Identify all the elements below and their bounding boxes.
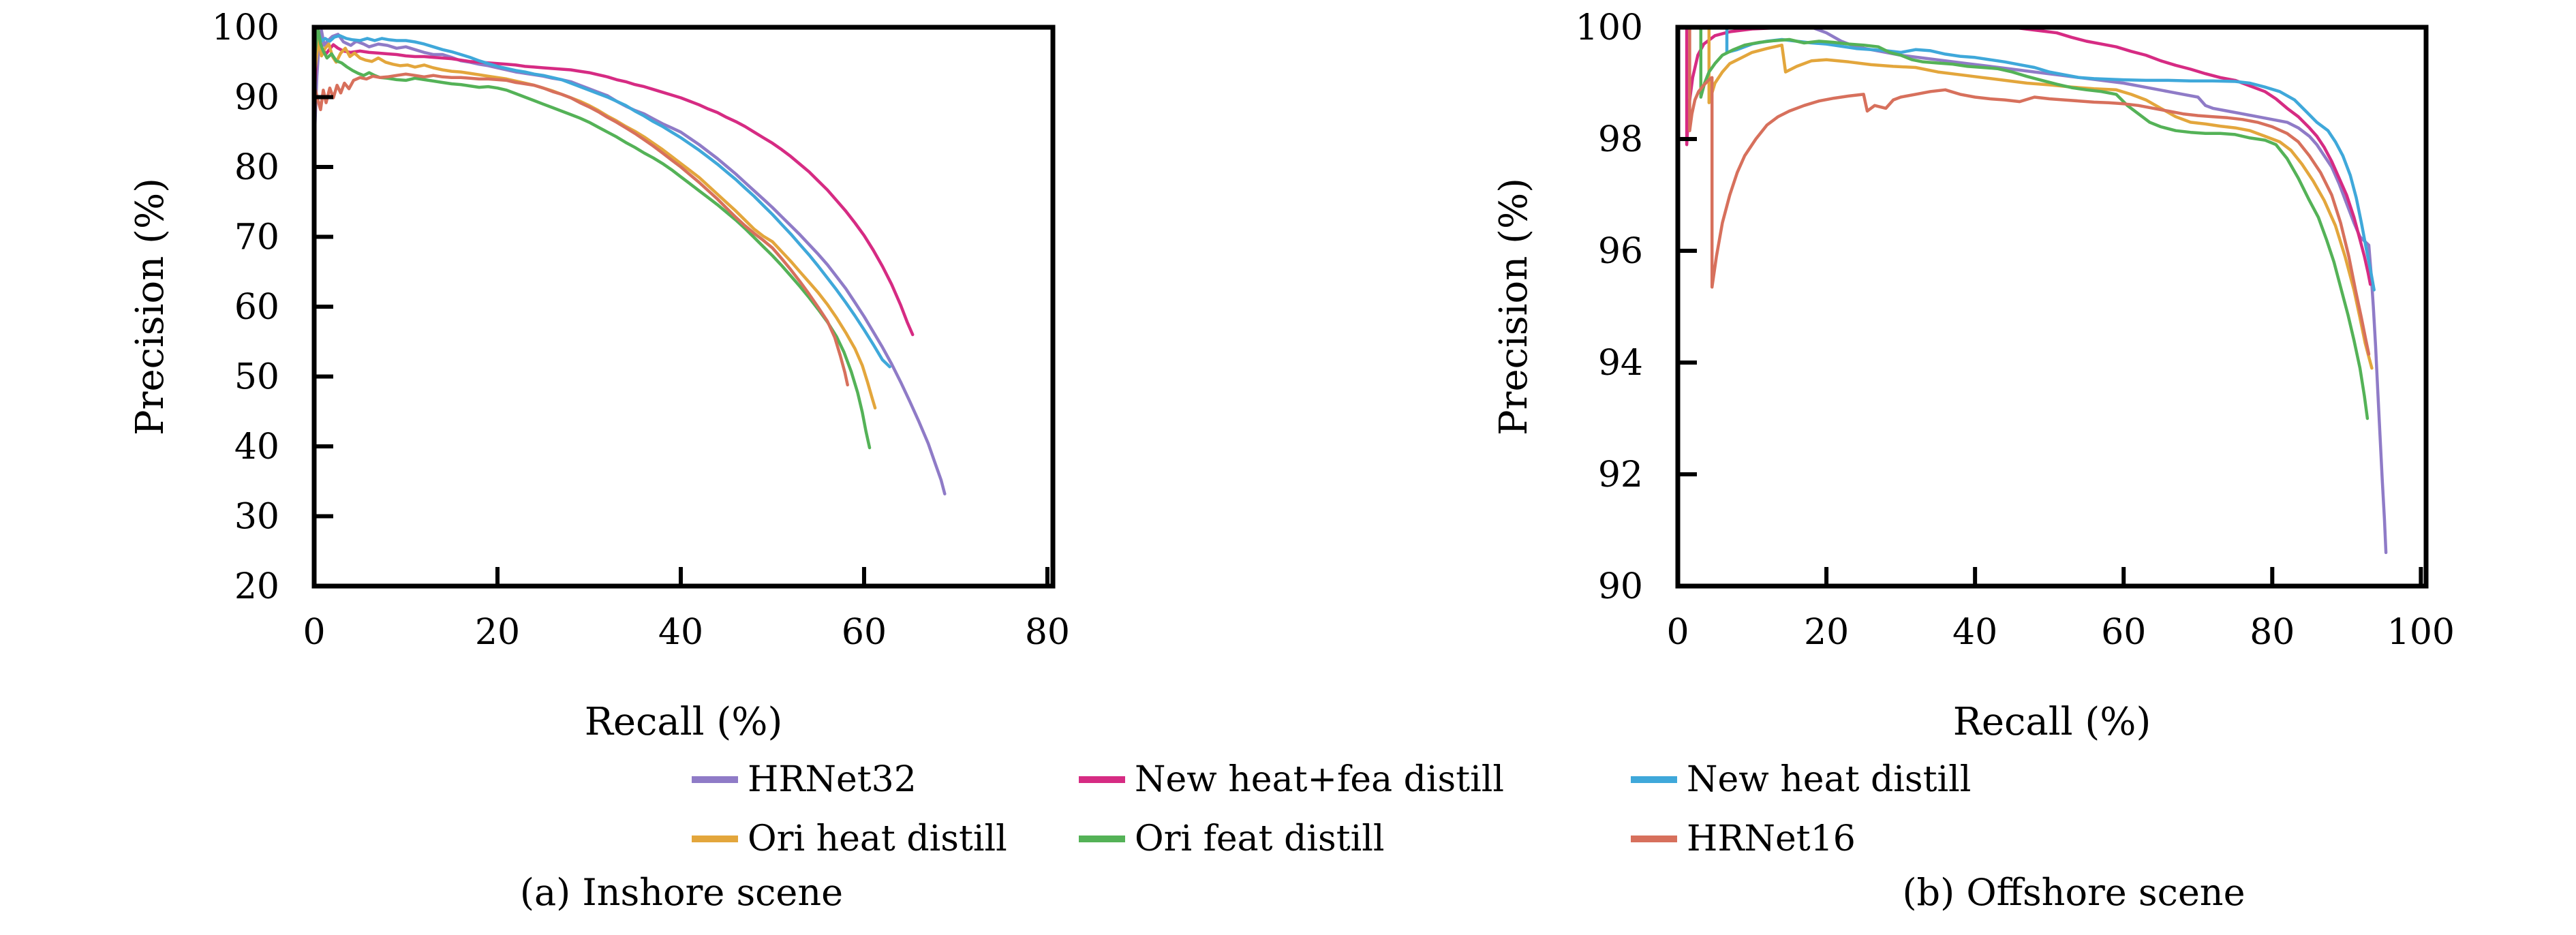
legend-line-swatch xyxy=(1631,776,1677,783)
caption-inshore: (a) Inshore scene xyxy=(519,871,844,914)
y-tick-label: 96 xyxy=(1598,231,1643,272)
series-line-hrnet16 xyxy=(314,72,849,387)
offshore-y-axis-title: Precision (%) xyxy=(1492,178,1536,435)
series-line-hrnet32 xyxy=(1691,25,2388,555)
caption-offshore: (b) Offshore scene xyxy=(1902,871,2245,914)
y-tick-label: 30 xyxy=(234,497,279,538)
offshore-plot-box xyxy=(1675,25,2429,589)
series-line-hrnet16 xyxy=(1688,25,2371,356)
legend-label: Ori feat distill xyxy=(1135,818,1385,859)
y-tick-label: 100 xyxy=(1576,7,1643,48)
legend-item-ori-feat-distill: Ori feat distill xyxy=(1079,817,1385,861)
y-tick-label: 100 xyxy=(212,7,279,48)
series-line-ori-feat-distill xyxy=(1692,25,2370,420)
x-tick-label: 0 xyxy=(303,612,325,653)
x-tick-label: 100 xyxy=(2387,612,2455,653)
series-line-new-heat-fea-distill xyxy=(1685,25,2372,286)
y-tick-label: 90 xyxy=(234,78,279,119)
y-tick-label: 70 xyxy=(234,217,279,258)
y-tick-label: 50 xyxy=(234,357,279,398)
x-tick-label: 60 xyxy=(2101,612,2146,653)
legend-line-swatch xyxy=(692,836,738,842)
legend-item-new-heat-distill: New heat distill xyxy=(1631,758,1971,801)
y-tick-label: 94 xyxy=(1598,343,1643,384)
x-tick-label: 20 xyxy=(475,612,520,653)
legend-item-ori-heat-distill: Ori heat distill xyxy=(692,817,1007,861)
x-tick-label: 80 xyxy=(2250,612,2295,653)
y-tick-label: 90 xyxy=(1598,566,1643,607)
series-line-new-heat-distill xyxy=(1702,25,2376,292)
offshore-x-axis-title: Recall (%) xyxy=(1953,700,2151,744)
y-tick-label: 40 xyxy=(234,427,279,468)
legend-label: New heat+fea distill xyxy=(1135,759,1504,800)
inshore-x-axis-title: Recall (%) xyxy=(585,700,783,744)
inshore-plot-box xyxy=(311,25,1056,589)
x-tick-label: 40 xyxy=(658,612,703,653)
y-tick-label: 20 xyxy=(234,566,279,607)
y-tick-label: 92 xyxy=(1598,455,1643,495)
series-line-hrnet32 xyxy=(314,29,947,495)
legend-label: HRNet16 xyxy=(1687,818,1856,859)
series-line-new-heat-fea-distill xyxy=(314,25,915,337)
legend-label: Ori heat distill xyxy=(748,818,1007,859)
legend-line-swatch xyxy=(692,776,738,783)
x-tick-label: 60 xyxy=(842,612,887,653)
legend-item-hrnet32: HRNet32 xyxy=(692,758,917,801)
x-tick-label: 0 xyxy=(1666,612,1689,653)
series-line-new-heat-distill xyxy=(314,29,891,369)
legend-label: New heat distill xyxy=(1687,759,1972,800)
x-tick-label: 80 xyxy=(1025,612,1070,653)
series-line-ori-feat-distill xyxy=(314,25,872,450)
x-tick-label: 40 xyxy=(1952,612,1997,653)
legend-line-swatch xyxy=(1631,836,1677,842)
legend-line-swatch xyxy=(1079,836,1125,842)
legend-line-swatch xyxy=(1079,776,1125,783)
legend-item-new-heat-fea-distill: New heat+fea distill xyxy=(1079,758,1504,801)
inshore-y-axis-title: Precision (%) xyxy=(128,178,172,435)
y-tick-label: 60 xyxy=(234,287,279,328)
y-tick-label: 80 xyxy=(234,147,279,188)
y-tick-label: 98 xyxy=(1598,119,1643,160)
legend-item-hrnet16: HRNet16 xyxy=(1631,817,1856,861)
x-tick-label: 20 xyxy=(1804,612,1849,653)
legend-label: HRNet32 xyxy=(748,759,917,800)
